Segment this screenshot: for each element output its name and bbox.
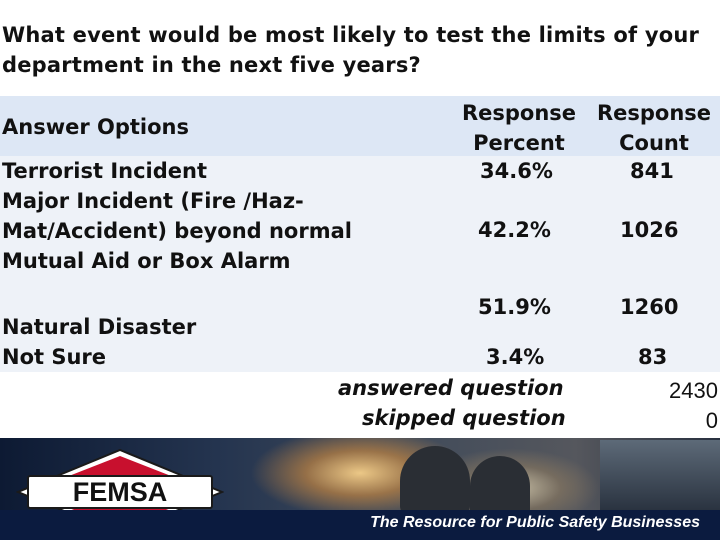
row-count-major-incident: 1026: [620, 218, 679, 242]
row-percent-natural-disaster: 51.9%: [478, 295, 551, 319]
row-percent-terrorist: 34.6%: [480, 159, 553, 183]
footer-tagline: The Resource for Public Safety Businesse…: [370, 514, 700, 531]
row-percent-not-sure: 3.4%: [486, 345, 545, 369]
skipped-question-value: 0: [705, 408, 718, 433]
row-count-not-sure: 83: [638, 345, 668, 369]
row-percent-major-incident: 42.2%: [478, 218, 551, 242]
row-label-major-incident: Major Incident (Fire /Haz-Mat/Accident) …: [2, 189, 352, 273]
row-label-terrorist: Terrorist Incident: [2, 159, 207, 183]
answered-question-value: 2430: [669, 378, 718, 403]
rows-band: [0, 156, 720, 372]
row-count-natural-disaster: 1260: [620, 295, 679, 319]
answered-question-label: answered question: [338, 376, 564, 400]
col-header-count: Response Count: [596, 101, 712, 155]
question-title: What event would be most likely to test …: [2, 23, 700, 77]
footer-bar: The Resource for Public Safety Businesse…: [0, 510, 720, 540]
summary-band: [0, 372, 720, 438]
col-header-answer-options: Answer Options: [2, 115, 190, 139]
skipped-question-label: skipped question: [362, 406, 566, 430]
row-label-natural-disaster: Natural Disaster: [2, 315, 197, 339]
row-count-terrorist: 841: [630, 159, 674, 183]
row-label-not-sure: Not Sure: [2, 345, 107, 369]
logo-text: FEMSA: [73, 477, 168, 507]
col-header-percent: Response Percent: [461, 101, 577, 155]
header-row: [0, 96, 720, 156]
title-band: What event would be most likely to test …: [0, 0, 720, 96]
